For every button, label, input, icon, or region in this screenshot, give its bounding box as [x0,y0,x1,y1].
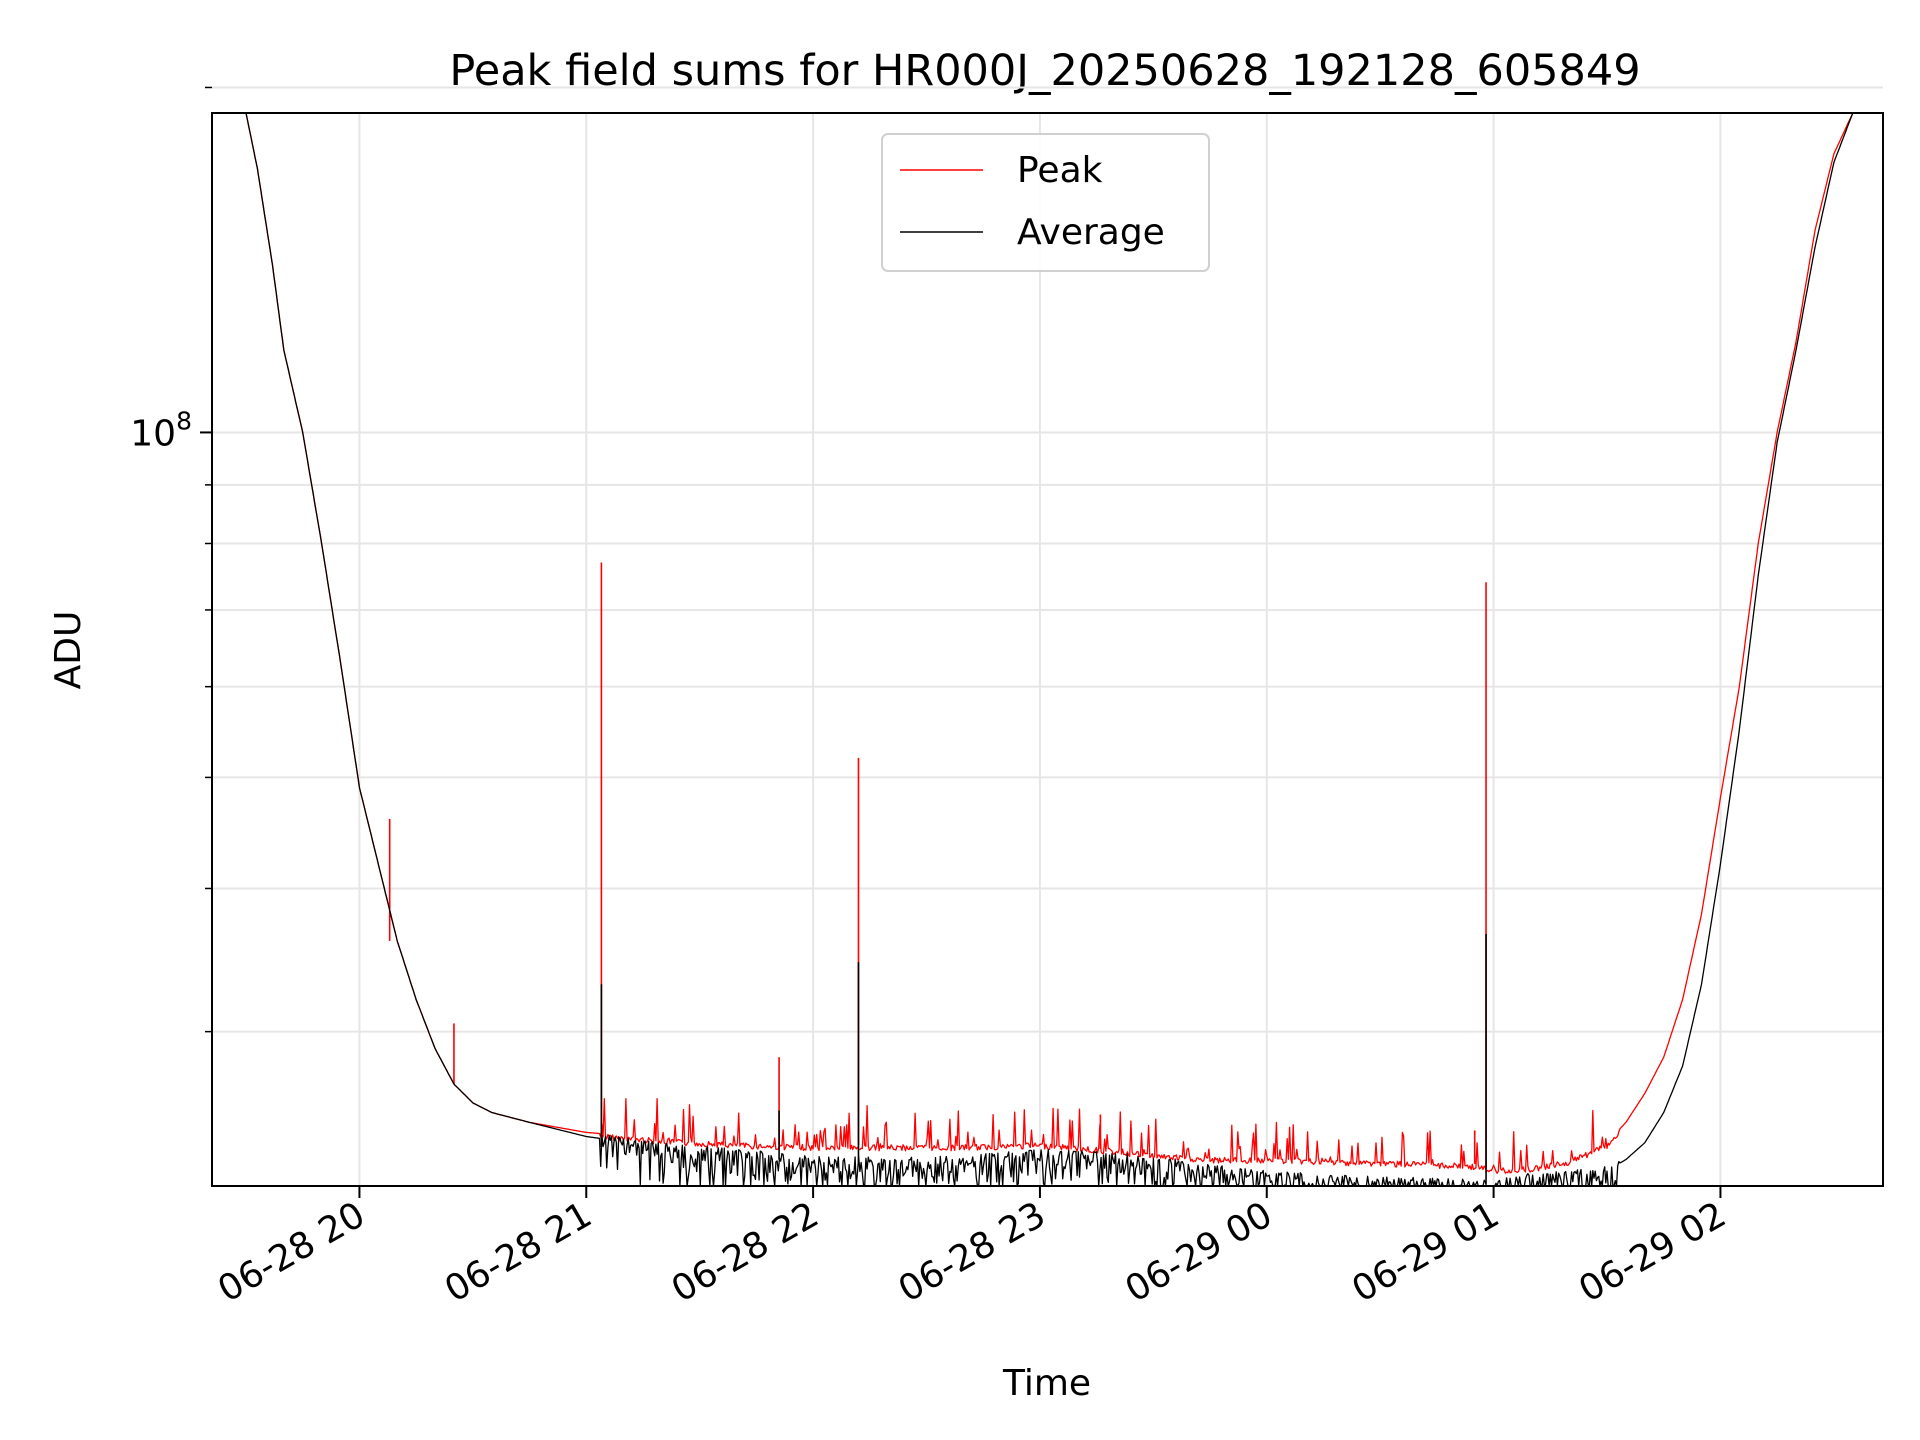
grid [212,86,1883,1186]
plot-lines [212,113,1883,1186]
legend-peak-label: Peak [1017,150,1103,191]
y-axis: 108 [130,86,212,1033]
legend-average-label: Average [1017,212,1165,253]
x-axis-label: Time [1002,1363,1091,1404]
chart-title: Peak field sums for HR000J_20250628_1921… [449,46,1640,96]
plot-frame [211,112,1884,1187]
y-tick-label: 108 [130,406,192,454]
series-average-line [212,113,1883,1186]
y-axis-label: ADU [48,611,89,690]
legend: Peak Average [881,133,1210,272]
series-average [212,113,1883,1186]
legend-box [881,133,1210,272]
